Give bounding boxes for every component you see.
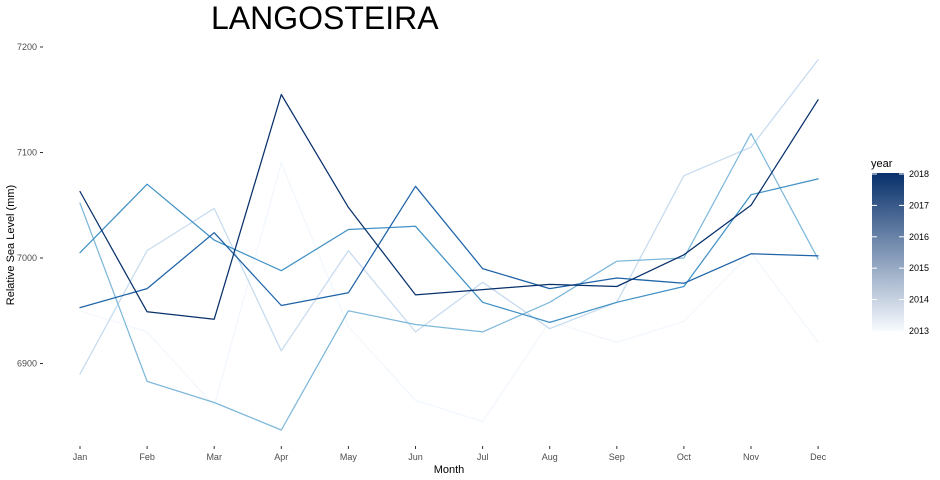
x-tick-label: Apr xyxy=(274,452,288,462)
x-tick-label: Jul xyxy=(477,452,489,462)
legend-ticks: 2018 2017 2016 2015 2014 2013 xyxy=(872,169,929,336)
series-line-2017 xyxy=(79,185,819,309)
y-axis: 6900 7000 7100 7200 xyxy=(17,42,43,369)
legend-colorbar xyxy=(872,173,904,331)
legend-label: 2015 xyxy=(909,263,929,273)
x-tick-label: Nov xyxy=(743,452,760,462)
series-line-2018 xyxy=(79,93,819,320)
y-tick-label: 7000 xyxy=(17,253,37,263)
x-tick-label: Dec xyxy=(810,452,827,462)
series-line-2016 xyxy=(79,178,819,324)
x-tick-label: Jun xyxy=(408,452,423,462)
legend-title: year xyxy=(871,158,893,170)
legend-label: 2016 xyxy=(909,232,929,242)
series-line-2013 xyxy=(79,162,819,423)
legend: year 2018 2017 2016 2015 2014 2013 xyxy=(871,158,929,336)
plot-area xyxy=(79,59,819,431)
x-tick-label: Oct xyxy=(677,452,692,462)
x-axis: Jan Feb Mar Apr May Jun Jul Aug Sep Oct Nov Dec xyxy=(73,446,827,462)
x-tick-label: Sep xyxy=(609,452,625,462)
x-tick-label: May xyxy=(340,452,358,462)
legend-label: 2014 xyxy=(909,295,929,305)
series-line-2014 xyxy=(79,59,819,375)
y-tick-label: 7100 xyxy=(17,148,37,158)
chart-title: LANGOSTEIRA xyxy=(211,0,439,36)
x-tick-label: Feb xyxy=(139,452,155,462)
series-line-2015 xyxy=(79,132,819,431)
y-tick-label: 6900 xyxy=(17,359,37,369)
y-axis-title: Relative Sea Level (mm) xyxy=(5,185,17,305)
legend-label: 2017 xyxy=(909,200,929,210)
x-tick-label: Aug xyxy=(542,452,558,462)
x-axis-title: Month xyxy=(434,464,465,476)
x-tick-label: Jan xyxy=(73,452,88,462)
y-tick-label: 7200 xyxy=(17,42,37,52)
legend-label: 2013 xyxy=(909,326,929,336)
x-tick-label: Mar xyxy=(206,452,222,462)
legend-label: 2018 xyxy=(909,169,929,179)
